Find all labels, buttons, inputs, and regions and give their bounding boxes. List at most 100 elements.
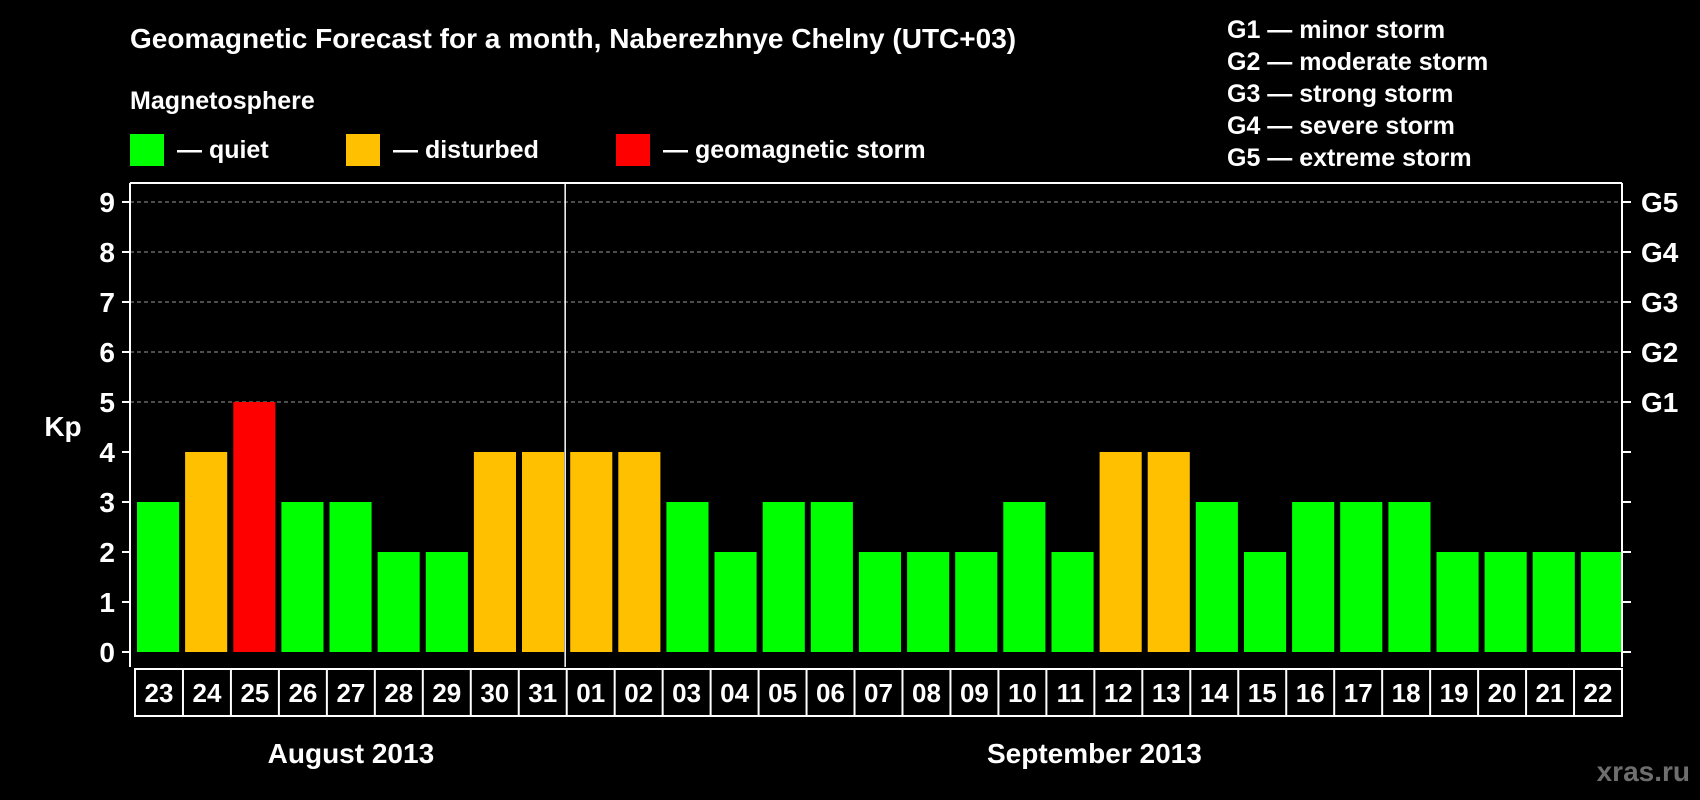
bar-28 <box>377 552 420 652</box>
right-axis: G1 G2 G3 G4 G5 <box>1622 187 1679 653</box>
x-tick-label-17: 17 <box>1344 678 1373 708</box>
x-tick-label-04: 04 <box>720 678 749 708</box>
x-tick-label-05: 05 <box>768 678 797 708</box>
watermark: xras.ru <box>1597 756 1690 787</box>
bar-09 <box>955 552 998 652</box>
x-tick-label-27: 27 <box>336 678 365 708</box>
x-tick-label-20: 20 <box>1488 678 1517 708</box>
x-tick-label-15: 15 <box>1248 678 1277 708</box>
x-axis: 23 24 25 26 27 28 29 30 31 01 02 03 04 05 06 07 08 09 10 11… <box>134 668 1623 769</box>
x-tick-label-10: 10 <box>1008 678 1037 708</box>
x-tick-label-29: 29 <box>432 678 461 708</box>
right-label-g3: G3 <box>1641 287 1678 318</box>
x-tick-label-19: 19 <box>1440 678 1469 708</box>
storm-scale-g3: G3 — strong storm <box>1227 80 1453 108</box>
legend-swatch-storm <box>616 134 650 166</box>
y-tick-label-8: 8 <box>99 237 115 268</box>
x-tick-label-30: 30 <box>480 678 509 708</box>
storm-scale-g5: G5 — extreme storm <box>1227 144 1472 172</box>
legend-label-quiet: — quiet <box>177 136 269 164</box>
x-tick-label-21: 21 <box>1536 678 1565 708</box>
month-label-1: September 2013 <box>987 738 1202 769</box>
y-tick-label-5: 5 <box>99 387 115 418</box>
legend-label-storm: — geomagnetic storm <box>663 136 926 164</box>
legend-label-disturbed: — disturbed <box>393 136 539 164</box>
month-label-0: August 2013 <box>268 738 435 769</box>
storm-scale-g1: G1 — minor storm <box>1227 16 1445 44</box>
bar-24 <box>185 452 228 652</box>
bar-13 <box>1147 452 1190 652</box>
x-tick-label-25: 25 <box>240 678 269 708</box>
plot-frame <box>129 182 1623 667</box>
y-tick-label-3: 3 <box>99 487 115 518</box>
bar-10 <box>1003 502 1046 652</box>
x-tick-label-12: 12 <box>1104 678 1133 708</box>
x-tick-label-24: 24 <box>193 678 222 708</box>
x-tick-label-28: 28 <box>384 678 413 708</box>
bar-03 <box>666 502 709 652</box>
bar-27 <box>329 502 372 652</box>
bar-31 <box>522 452 565 652</box>
bar-12 <box>1099 452 1142 652</box>
x-tick-label-07: 07 <box>864 678 893 708</box>
bar-11 <box>1051 552 1094 652</box>
y-tick-label-0: 0 <box>99 637 115 668</box>
bar-07 <box>858 552 901 652</box>
bar-22 <box>1580 552 1623 652</box>
bar-04 <box>714 552 757 652</box>
bar-26 <box>281 502 324 652</box>
storm-scale-legend: G1 — minor storm G2 — moderate storm G3 — … <box>1227 16 1488 172</box>
bar-23 <box>137 502 180 652</box>
y-tick-label-2: 2 <box>99 537 115 568</box>
grid-lines <box>130 201 1622 403</box>
x-tick-label-31: 31 <box>528 678 557 708</box>
bar-19 <box>1436 552 1479 652</box>
bar-05 <box>762 502 805 652</box>
y-axis-label: Kp <box>44 411 81 442</box>
right-label-g5: G5 <box>1641 187 1678 218</box>
legend-swatch-disturbed <box>346 134 380 166</box>
bars <box>137 402 1623 652</box>
day-axis-box <box>134 668 1623 717</box>
bar-15 <box>1244 552 1287 652</box>
bar-17 <box>1340 502 1383 652</box>
bar-21 <box>1532 552 1575 652</box>
storm-scale-g4: G4 — severe storm <box>1227 112 1455 140</box>
legend-swatch-quiet <box>130 134 164 166</box>
bar-16 <box>1292 502 1335 652</box>
right-label-g4: G4 <box>1641 237 1679 268</box>
x-tick-label-16: 16 <box>1296 678 1325 708</box>
x-tick-label-14: 14 <box>1200 678 1229 708</box>
x-tick-label-22: 22 <box>1584 678 1613 708</box>
x-tick-label-02: 02 <box>624 678 653 708</box>
legend: — quiet — disturbed — geomagnetic storm <box>130 134 926 166</box>
y-tick-label-4: 4 <box>99 437 115 468</box>
x-tick-label-03: 03 <box>672 678 701 708</box>
right-label-g2: G2 <box>1641 337 1678 368</box>
y-axis: 0 1 2 3 4 5 6 7 8 9 <box>99 187 130 668</box>
bar-06 <box>810 502 853 652</box>
right-label-g1: G1 <box>1641 387 1678 418</box>
x-tick-label-08: 08 <box>912 678 941 708</box>
x-tick-label-23: 23 <box>145 678 174 708</box>
x-tick-label-01: 01 <box>576 678 605 708</box>
x-tick-label-26: 26 <box>288 678 317 708</box>
bar-30 <box>473 452 516 652</box>
y-tick-label-9: 9 <box>99 187 115 218</box>
bar-18 <box>1388 502 1431 652</box>
x-tick-label-11: 11 <box>1057 678 1085 708</box>
bar-25 <box>233 402 276 652</box>
x-tick-label-06: 06 <box>816 678 845 708</box>
legend-title: Magnetosphere <box>130 87 315 115</box>
x-tick-label-09: 09 <box>960 678 989 708</box>
bar-29 <box>425 552 468 652</box>
x-tick-label-13: 13 <box>1152 678 1181 708</box>
x-tick-label-18: 18 <box>1392 678 1421 708</box>
bar-01 <box>570 452 613 652</box>
bar-02 <box>618 452 661 652</box>
chart-title: Geomagnetic Forecast for a month, Nabere… <box>130 23 1016 54</box>
bar-20 <box>1484 552 1527 652</box>
storm-scale-g2: G2 — moderate storm <box>1227 48 1488 76</box>
y-tick-label-7: 7 <box>99 287 115 318</box>
